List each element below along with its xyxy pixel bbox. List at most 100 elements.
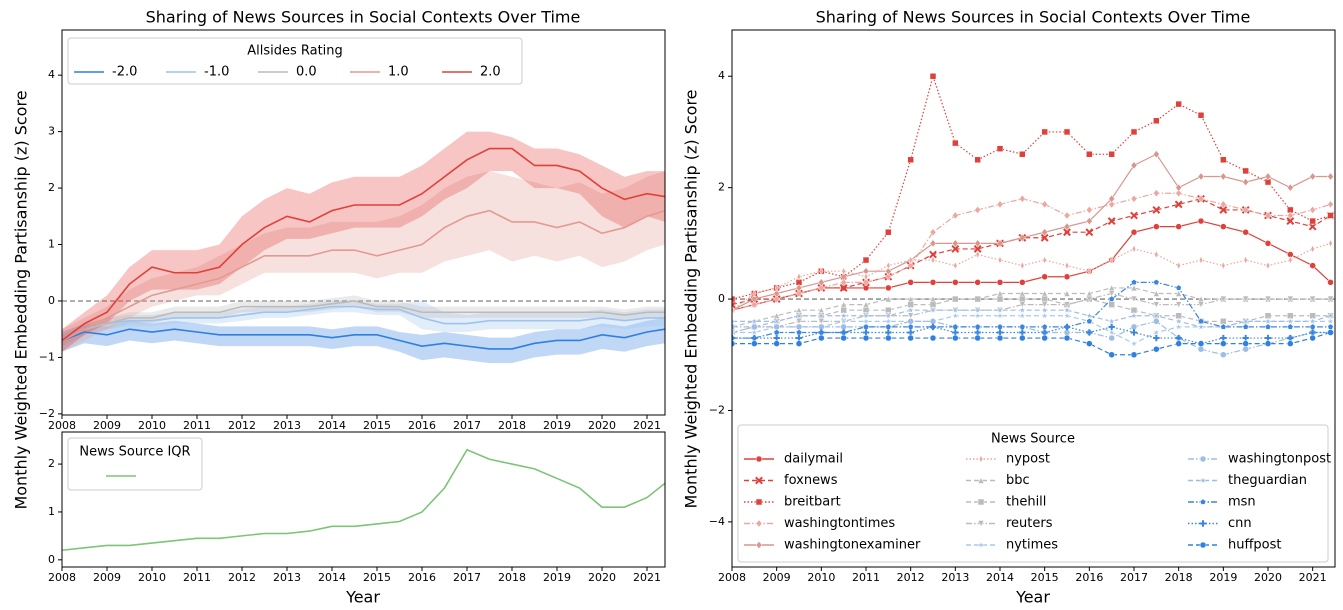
marker (795, 279, 803, 286)
marker (974, 295, 981, 303)
marker (977, 476, 985, 484)
x-tick-label: 2016 (408, 571, 436, 584)
marker (995, 305, 1005, 314)
marker (1287, 183, 1294, 192)
legend-box (67, 437, 203, 491)
marker (1175, 284, 1182, 291)
marker (773, 329, 780, 336)
marker (929, 323, 937, 331)
marker (818, 278, 825, 287)
marker (1199, 541, 1207, 549)
marker (1153, 279, 1160, 286)
x-tick-label: 2020 (588, 419, 616, 432)
legend-label: msn (1228, 495, 1256, 510)
marker (1175, 340, 1182, 347)
marker (795, 318, 803, 325)
marker (1327, 329, 1334, 336)
marker (840, 334, 847, 342)
x-tick-label: 2013 (273, 571, 301, 584)
x-tick-label: 2015 (363, 571, 391, 584)
marker (1286, 295, 1294, 303)
marker (907, 279, 914, 286)
x-tick-label: 2020 (588, 571, 616, 584)
marker (885, 334, 892, 342)
marker (1041, 323, 1048, 330)
marker (1196, 322, 1206, 331)
legend-label: foxnews (784, 473, 838, 488)
series-line (732, 331, 1331, 356)
marker (1152, 206, 1161, 214)
legend-label: huffpost (1228, 538, 1282, 553)
marker (795, 334, 803, 342)
marker (951, 305, 960, 314)
marker (840, 329, 847, 336)
marker (840, 306, 847, 314)
marker (885, 272, 892, 281)
marker (1130, 295, 1138, 303)
marker (1153, 189, 1160, 198)
marker (1153, 346, 1160, 353)
marker (755, 541, 763, 549)
marker (1197, 111, 1205, 119)
marker (885, 329, 892, 336)
marker (841, 267, 846, 276)
marker (885, 267, 892, 276)
marker (1287, 211, 1294, 220)
x-tick-label: 2021 (1299, 571, 1327, 584)
axes-frame (731, 29, 1336, 568)
marker (796, 272, 802, 281)
x-tick-label: 2008 (718, 571, 746, 584)
series-line (732, 298, 1331, 334)
x-axis-label: Year (1015, 588, 1050, 607)
legend-label: -1.0 (204, 65, 229, 80)
x-tick-label: 2013 (941, 571, 969, 584)
marker (907, 329, 914, 336)
marker (1130, 329, 1138, 336)
marker (1326, 311, 1335, 320)
marker (885, 228, 892, 236)
marker (929, 334, 937, 342)
marker (929, 228, 937, 237)
marker (1040, 311, 1049, 320)
legend-title: Allsides Rating (247, 44, 343, 59)
x-tick-label: 2018 (498, 419, 526, 432)
marker (952, 239, 959, 248)
marker (732, 300, 736, 309)
series-line (732, 153, 1331, 311)
x-tick-label: 2019 (543, 571, 571, 584)
marker (752, 289, 757, 298)
x-tick-label: 2015 (1031, 571, 1059, 584)
marker (1108, 150, 1115, 158)
marker (976, 540, 986, 549)
marker (1220, 340, 1227, 347)
marker (1264, 211, 1272, 220)
marker (1041, 273, 1048, 280)
marker (1197, 172, 1205, 181)
x-tick-label: 2021 (633, 419, 661, 432)
marker (1041, 228, 1048, 237)
marker (751, 300, 758, 309)
marker (1040, 233, 1049, 242)
marker (1174, 322, 1183, 331)
marker (1086, 205, 1093, 214)
marker (1287, 251, 1294, 258)
x-tick-label: 2019 (1209, 571, 1237, 584)
y-tick-label: 4 (48, 68, 55, 81)
marker (1063, 273, 1071, 280)
chart-title: Sharing of News Sources in Social Contex… (146, 8, 581, 27)
marker (907, 156, 914, 164)
marker (774, 283, 779, 293)
marker (1175, 183, 1182, 192)
marker (1108, 194, 1115, 203)
legend: News Source IQR (67, 437, 203, 491)
series-line (732, 320, 1331, 356)
marker (1264, 172, 1272, 181)
marker (1309, 217, 1316, 225)
series-line (62, 147, 665, 342)
marker (1130, 284, 1138, 292)
marker (1199, 498, 1207, 505)
marker (751, 334, 758, 342)
marker (907, 312, 915, 320)
x-tick-label: 2011 (183, 571, 211, 584)
